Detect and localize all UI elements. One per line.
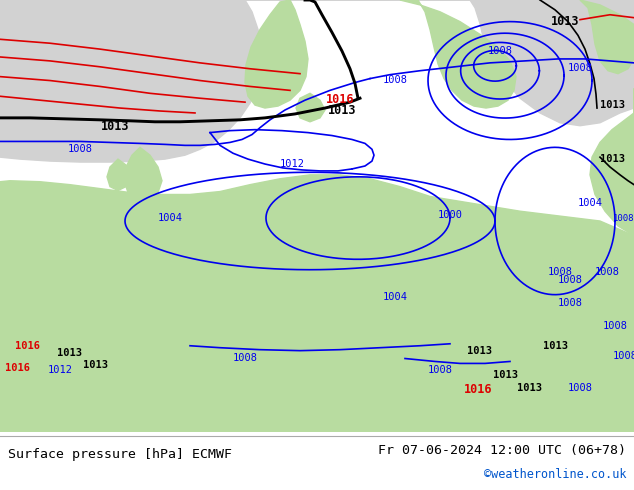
Text: 1013: 1013 (82, 360, 108, 370)
Text: 1013: 1013 (101, 120, 129, 133)
Text: ©weatheronline.co.uk: ©weatheronline.co.uk (484, 468, 626, 482)
Text: 1013: 1013 (600, 100, 625, 110)
Text: 1008: 1008 (427, 365, 453, 375)
Text: 1008: 1008 (233, 353, 257, 364)
Text: 1008: 1008 (595, 267, 619, 277)
Polygon shape (124, 147, 162, 198)
Text: 1008: 1008 (67, 144, 93, 154)
Text: 1013: 1013 (328, 104, 356, 117)
Text: 1013: 1013 (551, 15, 579, 27)
Polygon shape (590, 88, 634, 236)
Polygon shape (107, 159, 130, 191)
Text: 1008: 1008 (612, 214, 634, 223)
Text: 1004: 1004 (157, 213, 183, 223)
Text: 1012: 1012 (48, 365, 72, 375)
Polygon shape (400, 0, 516, 108)
Text: 1016: 1016 (15, 341, 41, 351)
Polygon shape (0, 175, 634, 432)
Text: 1008: 1008 (602, 321, 628, 331)
Text: 1004: 1004 (578, 198, 602, 208)
Polygon shape (0, 0, 262, 162)
Text: 1012: 1012 (280, 159, 304, 169)
Text: 1016: 1016 (6, 363, 30, 373)
Text: 1016: 1016 (326, 93, 354, 106)
Text: 1013: 1013 (493, 370, 517, 380)
Polygon shape (580, 0, 634, 74)
Text: Fr 07-06-2024 12:00 UTC (06+78): Fr 07-06-2024 12:00 UTC (06+78) (378, 444, 626, 457)
Text: Surface pressure [hPa] ECMWF: Surface pressure [hPa] ECMWF (8, 448, 231, 461)
Text: 1008: 1008 (567, 383, 593, 393)
Text: 1008: 1008 (557, 298, 583, 308)
Text: 1000: 1000 (437, 210, 462, 220)
Text: 1008: 1008 (612, 350, 634, 361)
Text: 1013: 1013 (58, 347, 82, 358)
Text: 1004: 1004 (382, 292, 408, 301)
Text: 1016: 1016 (463, 383, 492, 396)
Polygon shape (296, 93, 325, 122)
Text: 1008: 1008 (557, 275, 583, 285)
Text: 1008: 1008 (382, 75, 408, 85)
Text: 1013: 1013 (600, 154, 625, 164)
Polygon shape (245, 0, 308, 108)
Text: 1013: 1013 (543, 341, 567, 351)
Text: 1013: 1013 (467, 345, 493, 356)
Text: 1013: 1013 (517, 383, 543, 393)
Polygon shape (0, 0, 634, 126)
Text: 1008: 1008 (548, 267, 573, 277)
Text: 1008: 1008 (567, 63, 593, 73)
Text: 1008: 1008 (488, 46, 512, 56)
